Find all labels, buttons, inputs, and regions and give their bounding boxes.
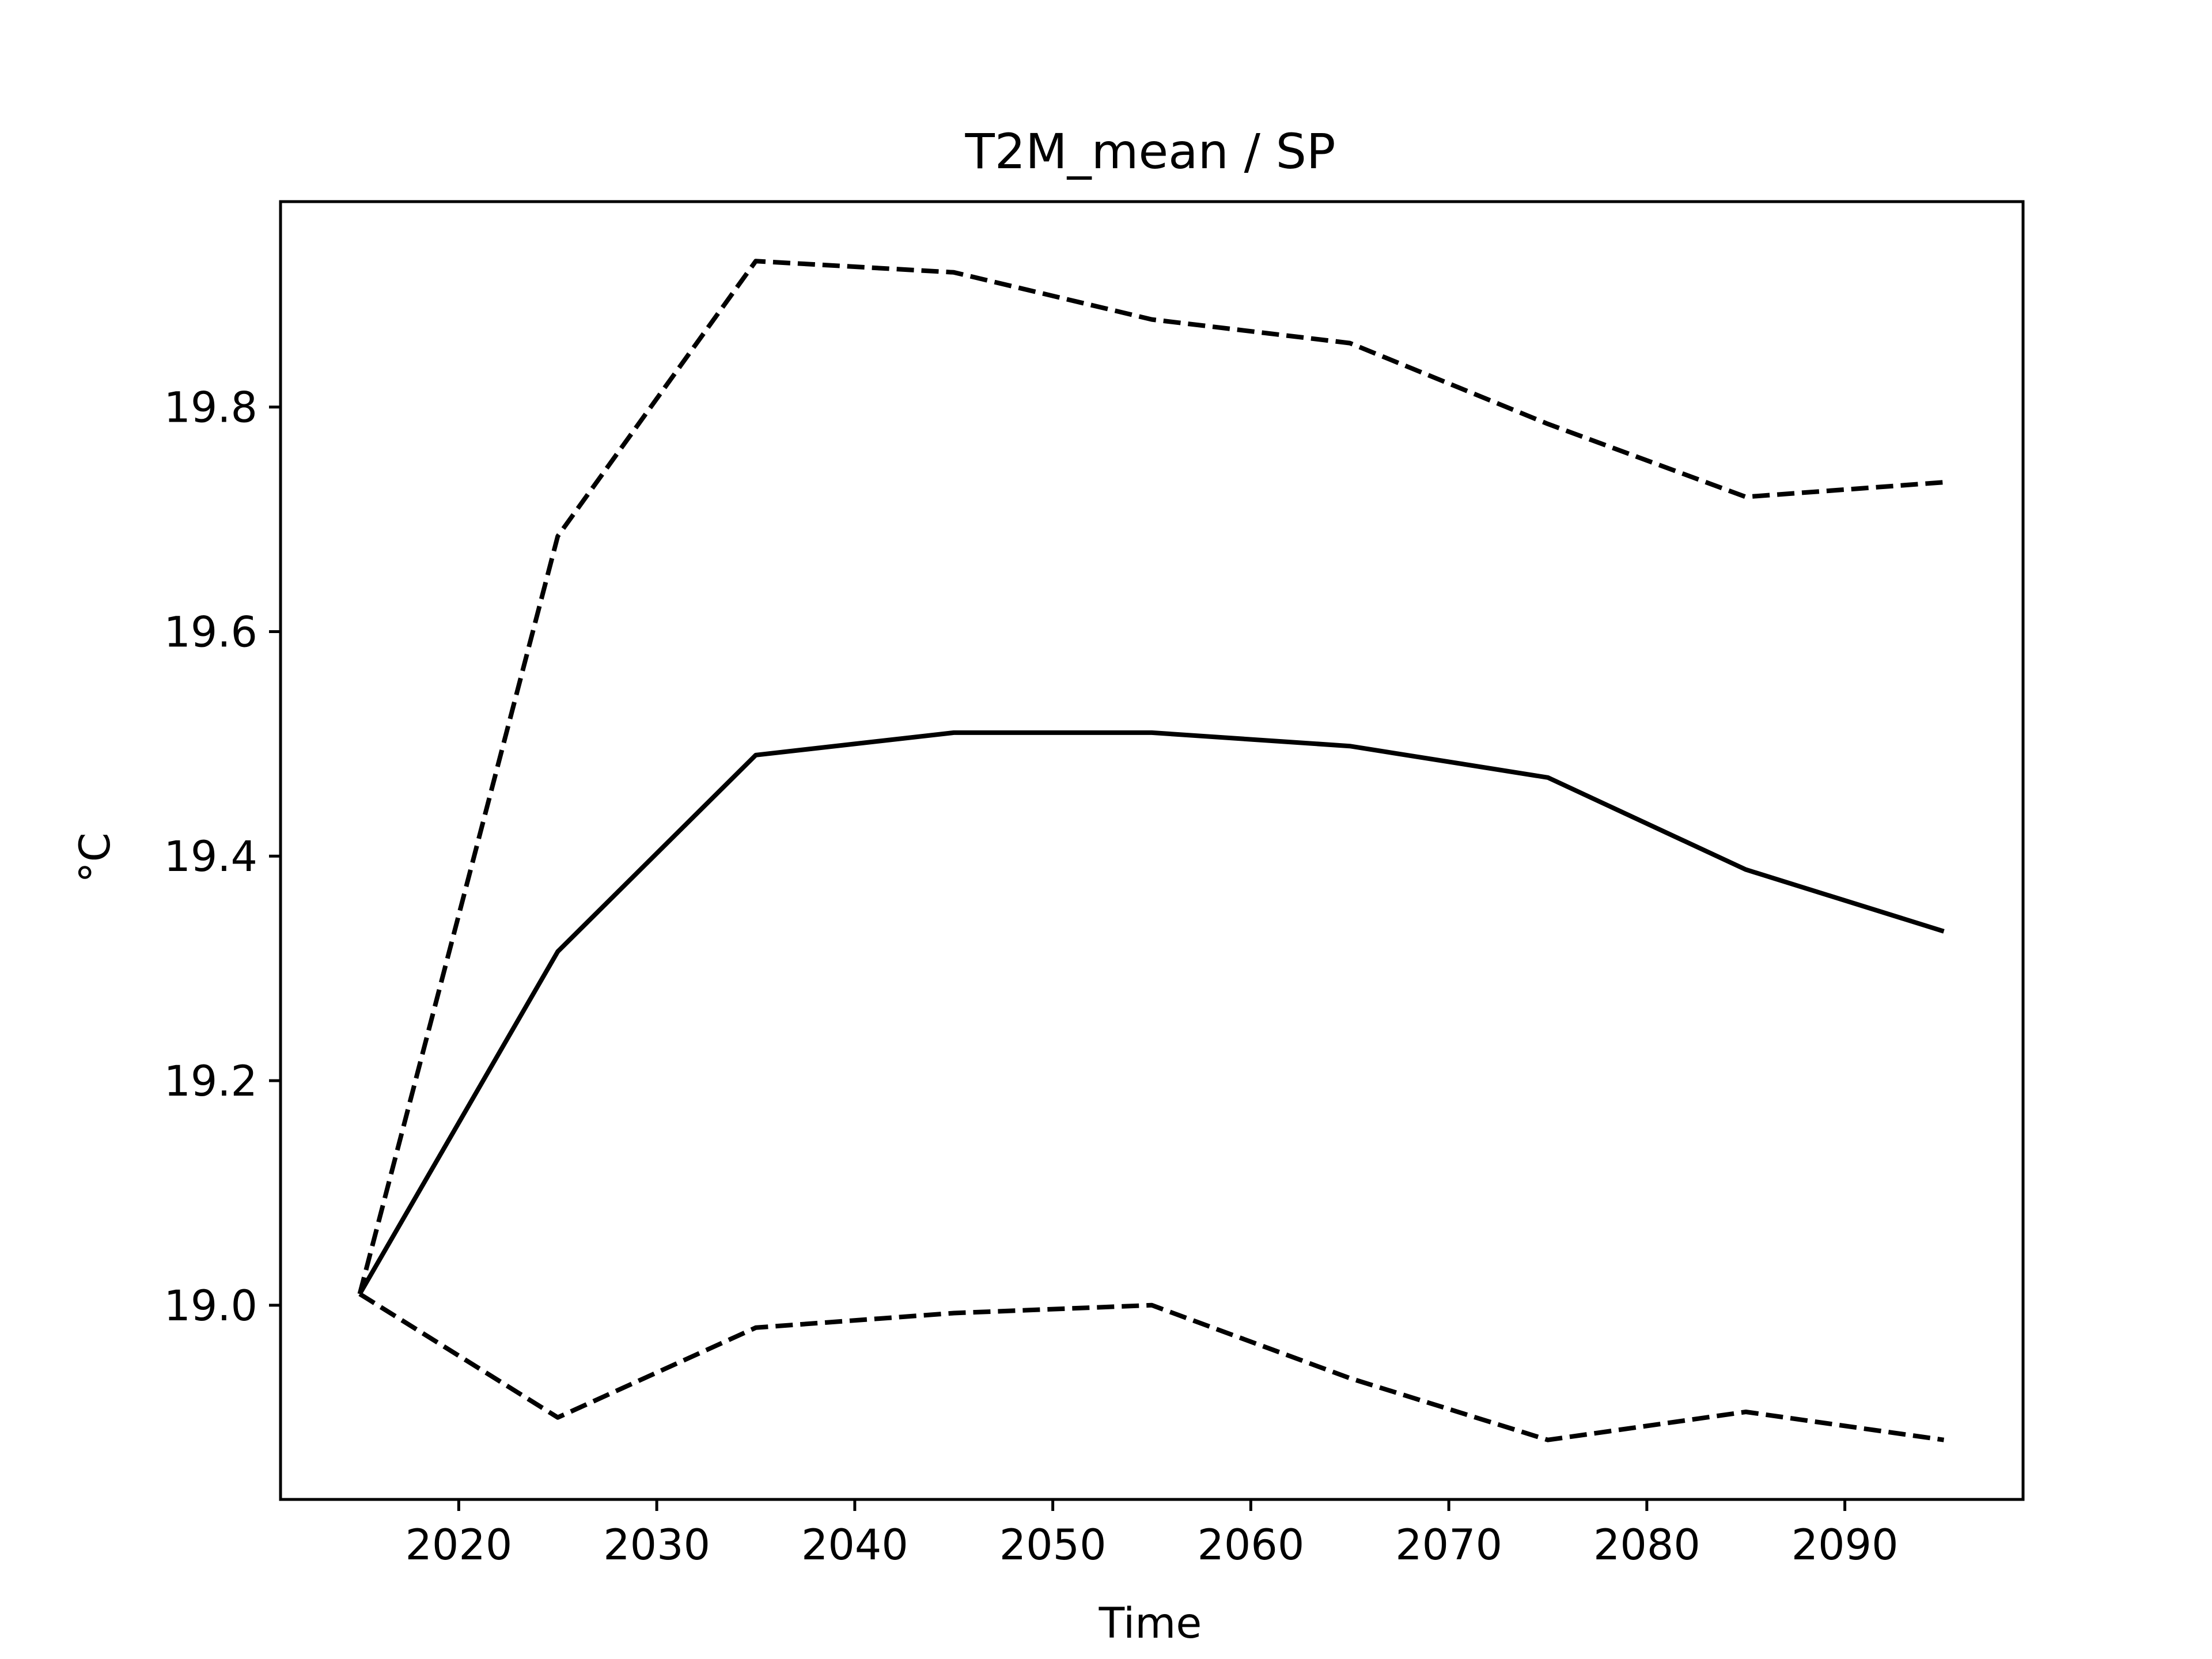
x-tick-label: 2090 — [1791, 1521, 1899, 1570]
x-tick-label: 2050 — [999, 1521, 1107, 1570]
x-axis-label: Time — [1099, 1599, 1202, 1648]
chart-title: T2M_mean / SP — [964, 123, 1335, 180]
x-tick-label: 2080 — [1593, 1521, 1700, 1570]
series-line-3 — [358, 1291, 1945, 1442]
plot-lines — [357, 259, 1945, 1442]
y-tick-label: 19.6 — [164, 608, 257, 657]
series-line-2 — [358, 730, 1945, 1296]
x-tick-label: 2030 — [603, 1521, 710, 1570]
y-tick-label: 19.0 — [164, 1282, 257, 1331]
x-tick-label: 2020 — [405, 1521, 512, 1570]
y-tick-label: 19.2 — [164, 1057, 257, 1106]
plot-frame — [279, 200, 2025, 1501]
x-axis-ticks: 2020 2030 2040 2050 2060 2070 2080 2090 — [405, 1499, 1899, 1570]
x-tick-label: 2070 — [1395, 1521, 1502, 1570]
y-axis-label: °C — [71, 832, 120, 882]
y-tick-label: 19.4 — [164, 832, 257, 881]
y-tick-label: 19.8 — [164, 384, 257, 433]
series-line-1 — [357, 259, 1944, 1295]
x-tick-label: 2040 — [801, 1521, 908, 1570]
y-axis-ticks: 19.0 19.2 19.4 19.6 19.8 — [164, 384, 281, 1331]
x-tick-label: 2060 — [1197, 1521, 1304, 1570]
